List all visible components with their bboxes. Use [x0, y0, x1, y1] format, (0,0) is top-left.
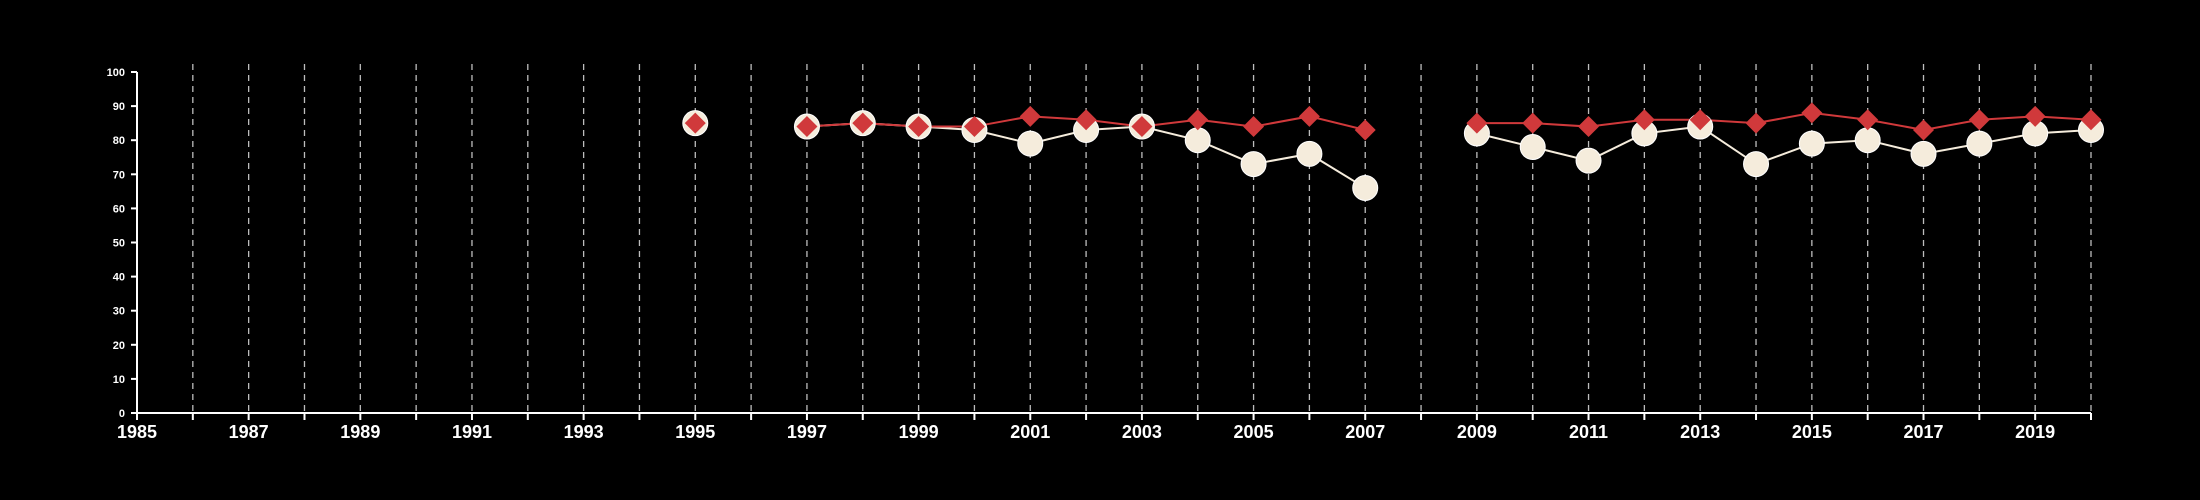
- series-line: [1476, 111, 2092, 131]
- y-tick-label: 20: [113, 340, 125, 352]
- circle-point: [1240, 151, 1267, 178]
- diamond-point: [852, 112, 874, 134]
- circle-point: [1854, 127, 1881, 154]
- y-tick-label: 30: [113, 306, 125, 318]
- diamond-point: [1801, 102, 1823, 124]
- x-tick-label: 2009: [1457, 422, 1497, 442]
- diamond-point: [684, 112, 706, 134]
- circle-point: [1798, 130, 1825, 157]
- diamond-point: [1187, 109, 1209, 131]
- y-tick-label: 80: [113, 135, 125, 147]
- x-tick-label: 1999: [899, 422, 939, 442]
- y-tick-label: 50: [113, 238, 125, 250]
- x-tick-label: 2001: [1010, 422, 1050, 442]
- circle-point: [1966, 130, 1993, 157]
- x-tick-label: 1993: [564, 422, 604, 442]
- diamond-point: [796, 116, 818, 138]
- diamond-point: [963, 116, 985, 138]
- series-line: [1476, 125, 2092, 166]
- circle-point: [1017, 130, 1044, 157]
- circle-point: [1910, 140, 1937, 167]
- x-tick-label: 2003: [1122, 422, 1162, 442]
- x-tick-label: 2017: [1903, 422, 1943, 442]
- x-tick-label: 1995: [675, 422, 715, 442]
- circle-point: [1184, 127, 1211, 154]
- y-tick-label: 70: [113, 169, 125, 181]
- y-tick-label: 90: [113, 101, 125, 113]
- diamond-point: [1578, 116, 1600, 138]
- circle-point: [1352, 174, 1379, 201]
- y-tick-label: 60: [113, 203, 125, 215]
- circle-point: [1519, 134, 1546, 161]
- diamond-point: [1745, 112, 1767, 134]
- circle-point: [1296, 140, 1323, 167]
- diamond-point: [1968, 109, 1990, 131]
- x-tick-label: 1987: [229, 422, 269, 442]
- y-tick-label: 40: [113, 272, 125, 284]
- x-tick-label: 2005: [1234, 422, 1274, 442]
- diamond-point: [1354, 119, 1376, 141]
- diamond-point: [1019, 105, 1041, 127]
- diamond-point: [1913, 119, 1935, 141]
- diamond-point: [1689, 109, 1711, 131]
- diamond-point: [1298, 105, 1320, 127]
- diamond-point: [1522, 112, 1544, 134]
- x-tick-label: 2015: [1792, 422, 1832, 442]
- x-tick-label: 1991: [452, 422, 492, 442]
- y-tick-label: 100: [107, 67, 125, 79]
- diamond-point: [1466, 112, 1488, 134]
- x-tick-label: 1985: [117, 422, 157, 442]
- diamond-point: [1243, 116, 1265, 138]
- x-tick-label: 2019: [2015, 422, 2055, 442]
- x-tick-label: 2007: [1345, 422, 1385, 442]
- diamond-point: [1075, 109, 1097, 131]
- diamond-point: [1857, 109, 1879, 131]
- diamond-point: [2080, 109, 2102, 131]
- y-tick-label: 0: [119, 408, 125, 420]
- x-tick-label: 2013: [1680, 422, 1720, 442]
- x-tick-label: 1989: [340, 422, 380, 442]
- diamond-point: [1131, 116, 1153, 138]
- x-tick-label: 2011: [1569, 422, 1608, 442]
- x-tick-label: 1997: [787, 422, 827, 442]
- y-tick-label: 10: [113, 374, 125, 386]
- circle-point: [1743, 151, 1770, 178]
- diamond-point: [1633, 109, 1655, 131]
- diamond-point: [2024, 105, 2046, 127]
- diamond-point: [908, 116, 930, 138]
- circle-point: [1575, 147, 1602, 174]
